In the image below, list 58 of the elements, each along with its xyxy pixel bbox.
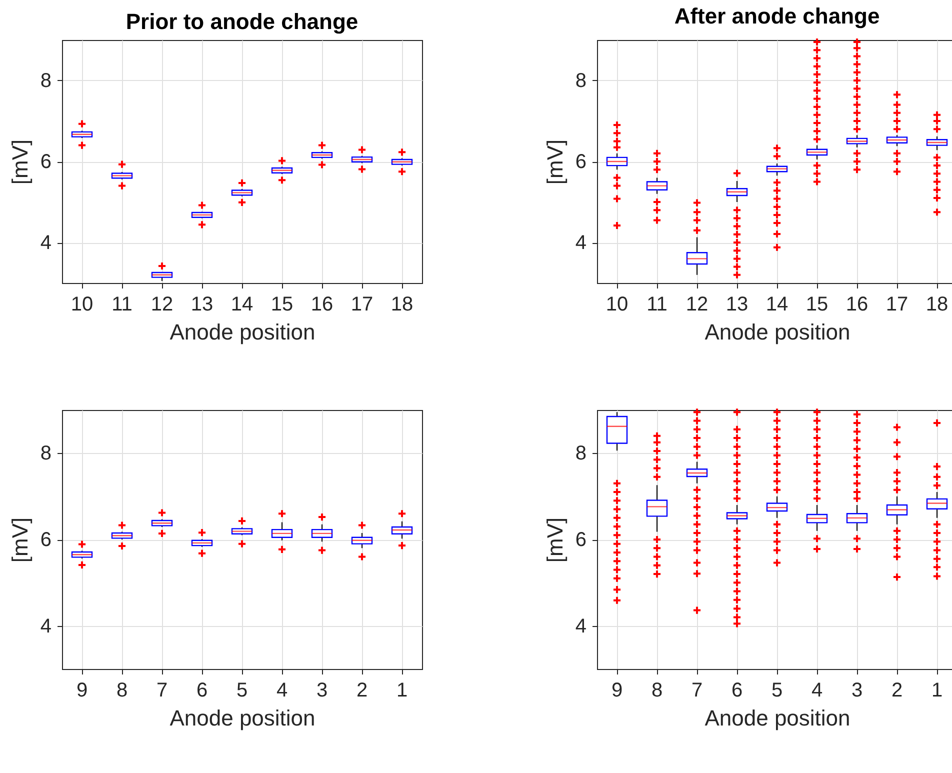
y-tick-label: 8 bbox=[575, 70, 586, 92]
x-tick-label: 5 bbox=[771, 680, 783, 702]
x-tick-label: 7 bbox=[691, 680, 703, 702]
x-tick-label: 12 bbox=[150, 294, 174, 316]
x-tick-label: 3 bbox=[851, 680, 863, 702]
x-tick-label: 9 bbox=[611, 680, 623, 702]
y-tick-label: 8 bbox=[575, 442, 586, 465]
y-axis-title: [mV] bbox=[542, 139, 568, 185]
y-tick-label: 4 bbox=[575, 615, 586, 638]
x-tick-label: 17 bbox=[886, 294, 908, 316]
x-tick-label: 5 bbox=[236, 680, 248, 702]
y-tick-label: 4 bbox=[575, 232, 586, 254]
x-tick-label: 14 bbox=[766, 294, 788, 316]
x-tick-label: 8 bbox=[116, 680, 128, 702]
x-tick-label: 9 bbox=[76, 680, 88, 702]
x-tick-label: 6 bbox=[196, 680, 208, 702]
x-tick-label: 3 bbox=[316, 680, 328, 702]
x-tick-label: 18 bbox=[390, 294, 414, 316]
x-tick-label: 10 bbox=[606, 294, 628, 316]
x-tick-label: 2 bbox=[356, 680, 368, 702]
y-tick-label: 4 bbox=[40, 232, 52, 254]
y-tick-label: 6 bbox=[40, 529, 52, 551]
x-tick-label: 1 bbox=[396, 680, 408, 702]
x-axis-title: Anode position bbox=[170, 706, 316, 730]
x-tick-label: 11 bbox=[646, 294, 668, 316]
x-tick-label: 4 bbox=[811, 680, 823, 702]
x-tick-label: 10 bbox=[70, 294, 94, 316]
x-tick-label: 4 bbox=[276, 680, 288, 702]
x-tick-label: 13 bbox=[726, 294, 748, 316]
x-tick-label: 7 bbox=[156, 680, 168, 702]
x-tick-label: 16 bbox=[310, 294, 334, 316]
x-tick-label: 6 bbox=[731, 680, 743, 702]
y-tick-label: 8 bbox=[40, 70, 52, 92]
x-axis-title: Anode position bbox=[170, 320, 316, 344]
x-tick-label: 1 bbox=[931, 680, 943, 702]
x-tick-label: 8 bbox=[651, 680, 663, 702]
x-tick-label: 11 bbox=[112, 294, 132, 316]
y-tick-label: 4 bbox=[40, 615, 52, 638]
y-tick-label: 8 bbox=[40, 442, 52, 465]
y-tick-label: 6 bbox=[575, 151, 586, 173]
y-axis-title: [mV] bbox=[542, 517, 568, 563]
y-tick-label: 6 bbox=[575, 529, 586, 551]
x-tick-label: 13 bbox=[190, 294, 214, 316]
x-tick-label: 15 bbox=[806, 294, 828, 316]
y-axis-title: [mV] bbox=[7, 139, 32, 185]
y-axis-title: [mV] bbox=[7, 517, 32, 563]
y-tick-label: 6 bbox=[40, 151, 52, 173]
chart-title: After anode change bbox=[674, 3, 880, 28]
chart-title: Prior to anode change bbox=[126, 9, 358, 34]
x-axis-title: Anode position bbox=[704, 320, 850, 344]
x-tick-label: 2 bbox=[891, 680, 903, 702]
x-tick-label: 17 bbox=[350, 294, 374, 316]
x-tick-label: 16 bbox=[846, 294, 868, 316]
x-tick-label: 15 bbox=[270, 294, 294, 316]
x-tick-label: 14 bbox=[230, 294, 254, 316]
x-axis-title: Anode position bbox=[704, 706, 850, 730]
x-tick-label: 18 bbox=[926, 294, 948, 316]
x-tick-label: 12 bbox=[686, 294, 708, 316]
